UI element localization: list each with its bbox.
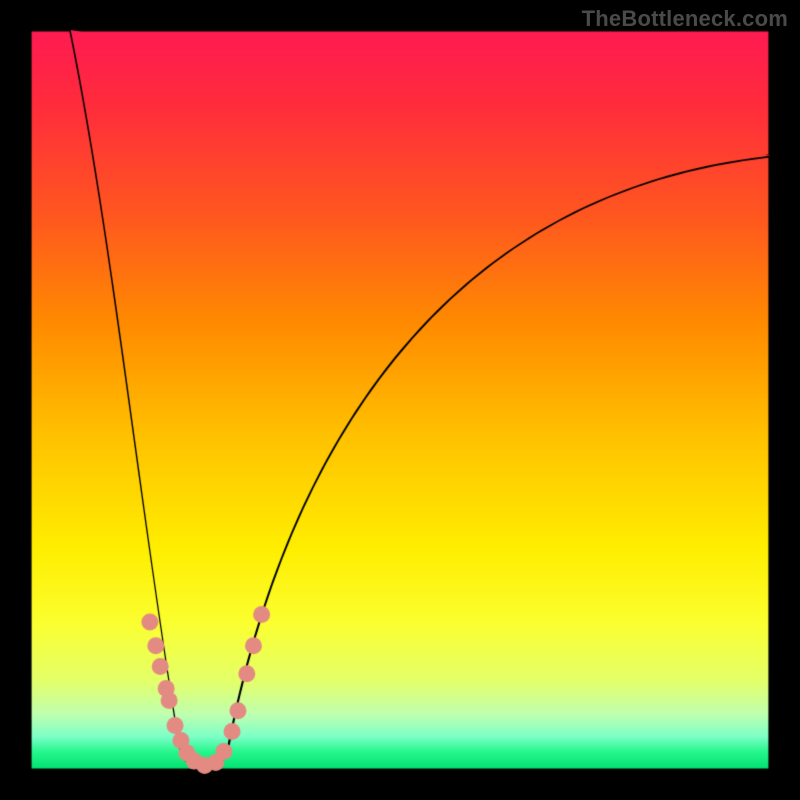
watermark-text: TheBottleneck.com [582,6,788,32]
chart-canvas [0,0,800,800]
chart-stage: TheBottleneck.com [0,0,800,800]
